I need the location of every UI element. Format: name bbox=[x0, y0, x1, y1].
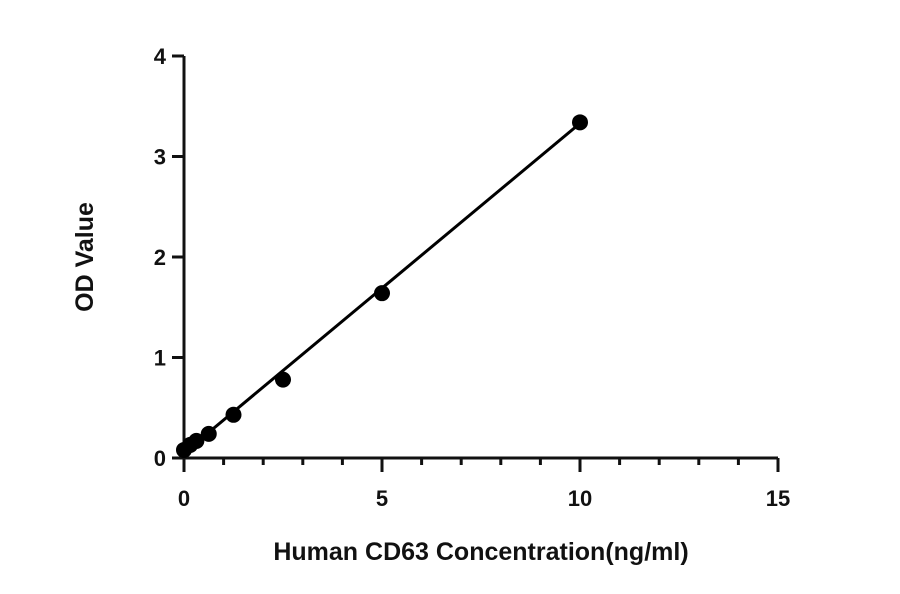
data-point bbox=[572, 114, 588, 131]
y-axis-title: OD Value bbox=[71, 202, 99, 312]
x-tick-label: 0 bbox=[178, 486, 190, 511]
x-tick-label: 10 bbox=[568, 486, 592, 511]
x-tick-label: 15 bbox=[766, 486, 790, 511]
data-point bbox=[200, 425, 217, 442]
data-point bbox=[188, 432, 205, 449]
data-points bbox=[176, 114, 588, 458]
tick-labels: 0 1 2 3 4 0 5 10 15 bbox=[154, 44, 790, 511]
x-axis-title: Human CD63 Concentration(ng/ml) bbox=[273, 538, 688, 566]
data-point bbox=[275, 371, 291, 388]
y-tick-label: 0 bbox=[154, 446, 166, 471]
y-tick-label: 4 bbox=[154, 44, 167, 69]
y-tick-label: 3 bbox=[154, 145, 166, 170]
data-point bbox=[374, 285, 390, 302]
data-point bbox=[225, 406, 242, 423]
y-tick-label: 1 bbox=[154, 346, 166, 371]
x-tick-label: 5 bbox=[376, 486, 388, 511]
y-tick-label: 2 bbox=[154, 245, 166, 270]
axes bbox=[172, 54, 780, 472]
